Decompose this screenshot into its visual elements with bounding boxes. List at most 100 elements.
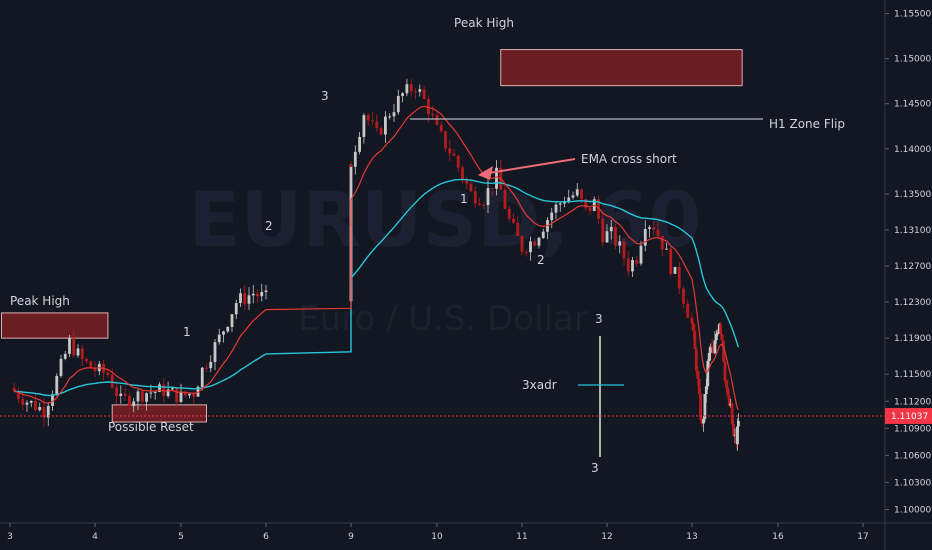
- candle-body: [166, 389, 170, 397]
- candle-body: [366, 115, 370, 121]
- candle-body: [694, 348, 698, 372]
- candle-body: [537, 237, 541, 246]
- candle-body: [392, 112, 396, 117]
- candle-body: [349, 192, 353, 203]
- candle-body: [665, 248, 668, 250]
- candle-body: [72, 338, 76, 356]
- x-tick-label: 5: [178, 532, 184, 542]
- peak-high-top-label: Peak High: [454, 16, 514, 30]
- y-tick-label: 1.15500: [894, 10, 931, 20]
- candle-body: [673, 266, 677, 274]
- wave-label: 1: [183, 325, 191, 339]
- y-tick-label: 1.11900: [894, 334, 931, 344]
- candle-body: [183, 391, 187, 396]
- candle-body: [727, 395, 731, 406]
- candle-body: [580, 189, 583, 200]
- candle-body: [435, 115, 439, 125]
- candle-body: [256, 293, 259, 297]
- candle-body: [719, 324, 723, 335]
- candle-body: [495, 167, 498, 189]
- candle-body: [729, 403, 733, 406]
- candle-body: [478, 203, 481, 205]
- candle-body: [533, 241, 537, 246]
- candle-body: [222, 331, 225, 335]
- wave-label: 3: [321, 89, 329, 103]
- candle-body: [516, 222, 520, 237]
- candle-body: [132, 401, 136, 406]
- candle-body: [93, 367, 97, 372]
- candle-body: [349, 164, 353, 177]
- y-tick-label: 1.11200: [894, 397, 931, 407]
- candle-body: [690, 317, 694, 324]
- candle-body: [145, 393, 148, 402]
- candle-body: [490, 188, 494, 190]
- candle-body: [693, 330, 697, 349]
- candle-body: [21, 398, 25, 405]
- candle-body: [503, 189, 507, 209]
- current-price-layer: 1.11037: [0, 407, 932, 424]
- possible-reset-label: Possible Reset: [108, 420, 194, 434]
- candle-body: [700, 420, 704, 424]
- candle-body: [737, 420, 740, 427]
- candle-body: [702, 418, 705, 424]
- candle-body: [213, 342, 217, 362]
- candle-body: [362, 115, 366, 137]
- candle-body: [55, 375, 59, 395]
- candle-body: [660, 236, 664, 250]
- x-tick-label: 6: [263, 532, 269, 542]
- candle-body: [707, 352, 711, 361]
- y-tick-label: 1.11500: [894, 370, 931, 380]
- candle-body: [179, 391, 183, 402]
- candle-body: [162, 384, 166, 397]
- candle-body: [80, 348, 84, 360]
- time-axis[interactable]: 3 4 5 6 9 10 11 12 13 16 17: [7, 523, 869, 542]
- y-tick-label: 1.14000: [894, 145, 931, 155]
- wave-label: 3: [595, 312, 603, 326]
- candle-body: [379, 128, 383, 135]
- candle-body: [153, 391, 157, 393]
- candle-body: [234, 303, 238, 315]
- x-tick-label: 10: [431, 532, 443, 542]
- candle-body: [205, 367, 208, 369]
- zone-rect: [0, 312, 109, 339]
- candle-body: [703, 393, 707, 419]
- candle-body: [439, 124, 443, 132]
- candle-body: [597, 199, 600, 219]
- candle-body: [188, 393, 191, 396]
- wave-label: 2: [265, 219, 273, 233]
- x-tick-label: 13: [686, 532, 697, 542]
- candle-body: [469, 183, 473, 192]
- wave-label: 2: [537, 253, 545, 267]
- wave-label: 1: [460, 192, 468, 206]
- candle-body: [149, 392, 153, 394]
- candle-body: [575, 189, 579, 196]
- candle-body: [713, 340, 717, 354]
- candle-body: [631, 260, 634, 272]
- candle-body: [38, 407, 42, 411]
- ema-slow-line: [14, 178, 740, 397]
- candle-body: [554, 204, 558, 213]
- candle-body: [230, 314, 234, 327]
- x-tick-label: 3: [7, 532, 13, 542]
- candle-body: [626, 258, 630, 272]
- zone-rect: [111, 404, 207, 423]
- candle-body: [529, 241, 532, 253]
- price-axis[interactable]: 1.15500 1.15000 1.14500 1.14000 1.13500 1.131…: [885, 10, 931, 516]
- candle-body: [692, 323, 695, 331]
- candle-body: [648, 227, 651, 229]
- candle-body: [567, 197, 571, 203]
- candle-body: [524, 252, 528, 254]
- candle-body: [384, 116, 387, 135]
- candle-body: [115, 387, 118, 396]
- candle-body: [448, 148, 452, 154]
- candle-body: [200, 367, 204, 387]
- candle-body: [622, 241, 626, 259]
- candle-body: [733, 434, 737, 436]
- candle-body: [722, 340, 725, 362]
- candle-body: [243, 293, 247, 304]
- candle-body: [686, 303, 690, 318]
- x-tick-label: 11: [516, 532, 527, 542]
- x-tick-label: 12: [601, 532, 612, 542]
- candle-body: [59, 358, 63, 376]
